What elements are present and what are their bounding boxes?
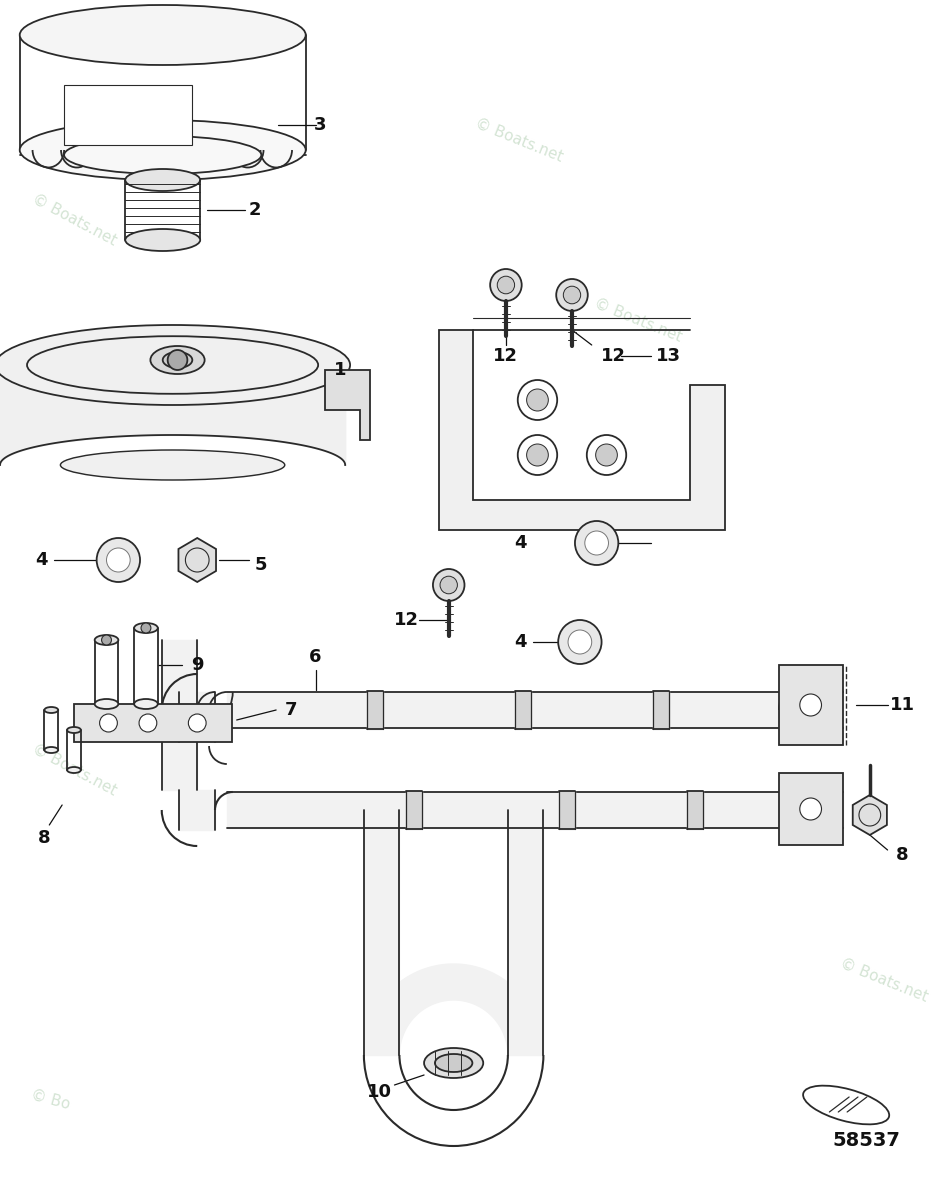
FancyBboxPatch shape: [779, 665, 843, 745]
Ellipse shape: [126, 229, 200, 251]
Polygon shape: [180, 790, 197, 810]
Ellipse shape: [134, 623, 158, 634]
Text: © Bo: © Bo: [30, 1087, 72, 1112]
Text: 1: 1: [334, 361, 347, 379]
Polygon shape: [853, 794, 887, 835]
Ellipse shape: [94, 635, 118, 646]
Ellipse shape: [163, 352, 192, 368]
Circle shape: [564, 286, 581, 304]
Text: 5: 5: [255, 556, 268, 574]
Text: 58537: 58537: [832, 1130, 900, 1150]
Text: 7: 7: [285, 701, 297, 719]
Text: 13: 13: [656, 347, 681, 365]
Circle shape: [585, 530, 608, 554]
Circle shape: [188, 714, 207, 732]
Text: 4: 4: [514, 634, 527, 650]
Circle shape: [102, 635, 111, 646]
Polygon shape: [439, 330, 724, 530]
Circle shape: [168, 350, 188, 370]
Ellipse shape: [60, 450, 285, 480]
Circle shape: [139, 714, 157, 732]
Circle shape: [497, 276, 515, 294]
Circle shape: [586, 434, 626, 475]
Circle shape: [575, 521, 619, 565]
Circle shape: [518, 434, 557, 475]
Ellipse shape: [126, 169, 200, 191]
Text: 6: 6: [309, 648, 322, 666]
FancyBboxPatch shape: [74, 704, 231, 742]
Text: 12: 12: [394, 611, 419, 629]
Ellipse shape: [435, 1054, 472, 1072]
Ellipse shape: [45, 707, 58, 713]
Text: 4: 4: [514, 534, 527, 552]
Text: 12: 12: [493, 347, 519, 365]
Ellipse shape: [134, 698, 158, 709]
Ellipse shape: [20, 5, 306, 65]
Ellipse shape: [67, 727, 81, 733]
Text: 12: 12: [601, 347, 625, 365]
Text: 9: 9: [191, 656, 204, 674]
Circle shape: [556, 278, 587, 311]
Circle shape: [800, 694, 822, 716]
Text: 2: 2: [248, 200, 261, 218]
Circle shape: [440, 576, 457, 594]
Circle shape: [100, 714, 117, 732]
Text: 10: 10: [367, 1082, 392, 1102]
Circle shape: [568, 630, 592, 654]
Circle shape: [518, 380, 557, 420]
Circle shape: [141, 623, 150, 634]
Text: © Boats.net: © Boats.net: [30, 192, 119, 248]
Text: 4: 4: [35, 551, 48, 569]
Ellipse shape: [67, 767, 81, 773]
Text: 3: 3: [314, 116, 327, 134]
Text: 11: 11: [890, 696, 915, 714]
Ellipse shape: [45, 746, 58, 754]
Circle shape: [107, 548, 130, 572]
Polygon shape: [326, 370, 369, 440]
Circle shape: [800, 798, 822, 820]
Ellipse shape: [150, 346, 205, 374]
Ellipse shape: [27, 336, 318, 394]
Ellipse shape: [20, 120, 306, 180]
FancyBboxPatch shape: [64, 85, 192, 145]
Circle shape: [596, 444, 617, 466]
Circle shape: [490, 269, 522, 301]
Text: © Boats.net: © Boats.net: [473, 115, 565, 164]
Circle shape: [526, 444, 548, 466]
Circle shape: [433, 569, 465, 601]
Ellipse shape: [94, 698, 118, 709]
Circle shape: [558, 620, 602, 664]
Ellipse shape: [424, 1048, 484, 1078]
Text: © Boats.net: © Boats.net: [30, 742, 119, 798]
Ellipse shape: [64, 136, 262, 174]
Polygon shape: [364, 964, 544, 1055]
Text: © Boats.net: © Boats.net: [592, 295, 684, 344]
Ellipse shape: [0, 325, 350, 404]
Text: 8: 8: [896, 846, 908, 864]
Circle shape: [526, 389, 548, 410]
Text: © Boats.net: © Boats.net: [839, 955, 930, 1004]
Text: 8: 8: [38, 829, 50, 847]
Circle shape: [97, 538, 140, 582]
FancyBboxPatch shape: [779, 773, 843, 845]
Polygon shape: [178, 538, 216, 582]
